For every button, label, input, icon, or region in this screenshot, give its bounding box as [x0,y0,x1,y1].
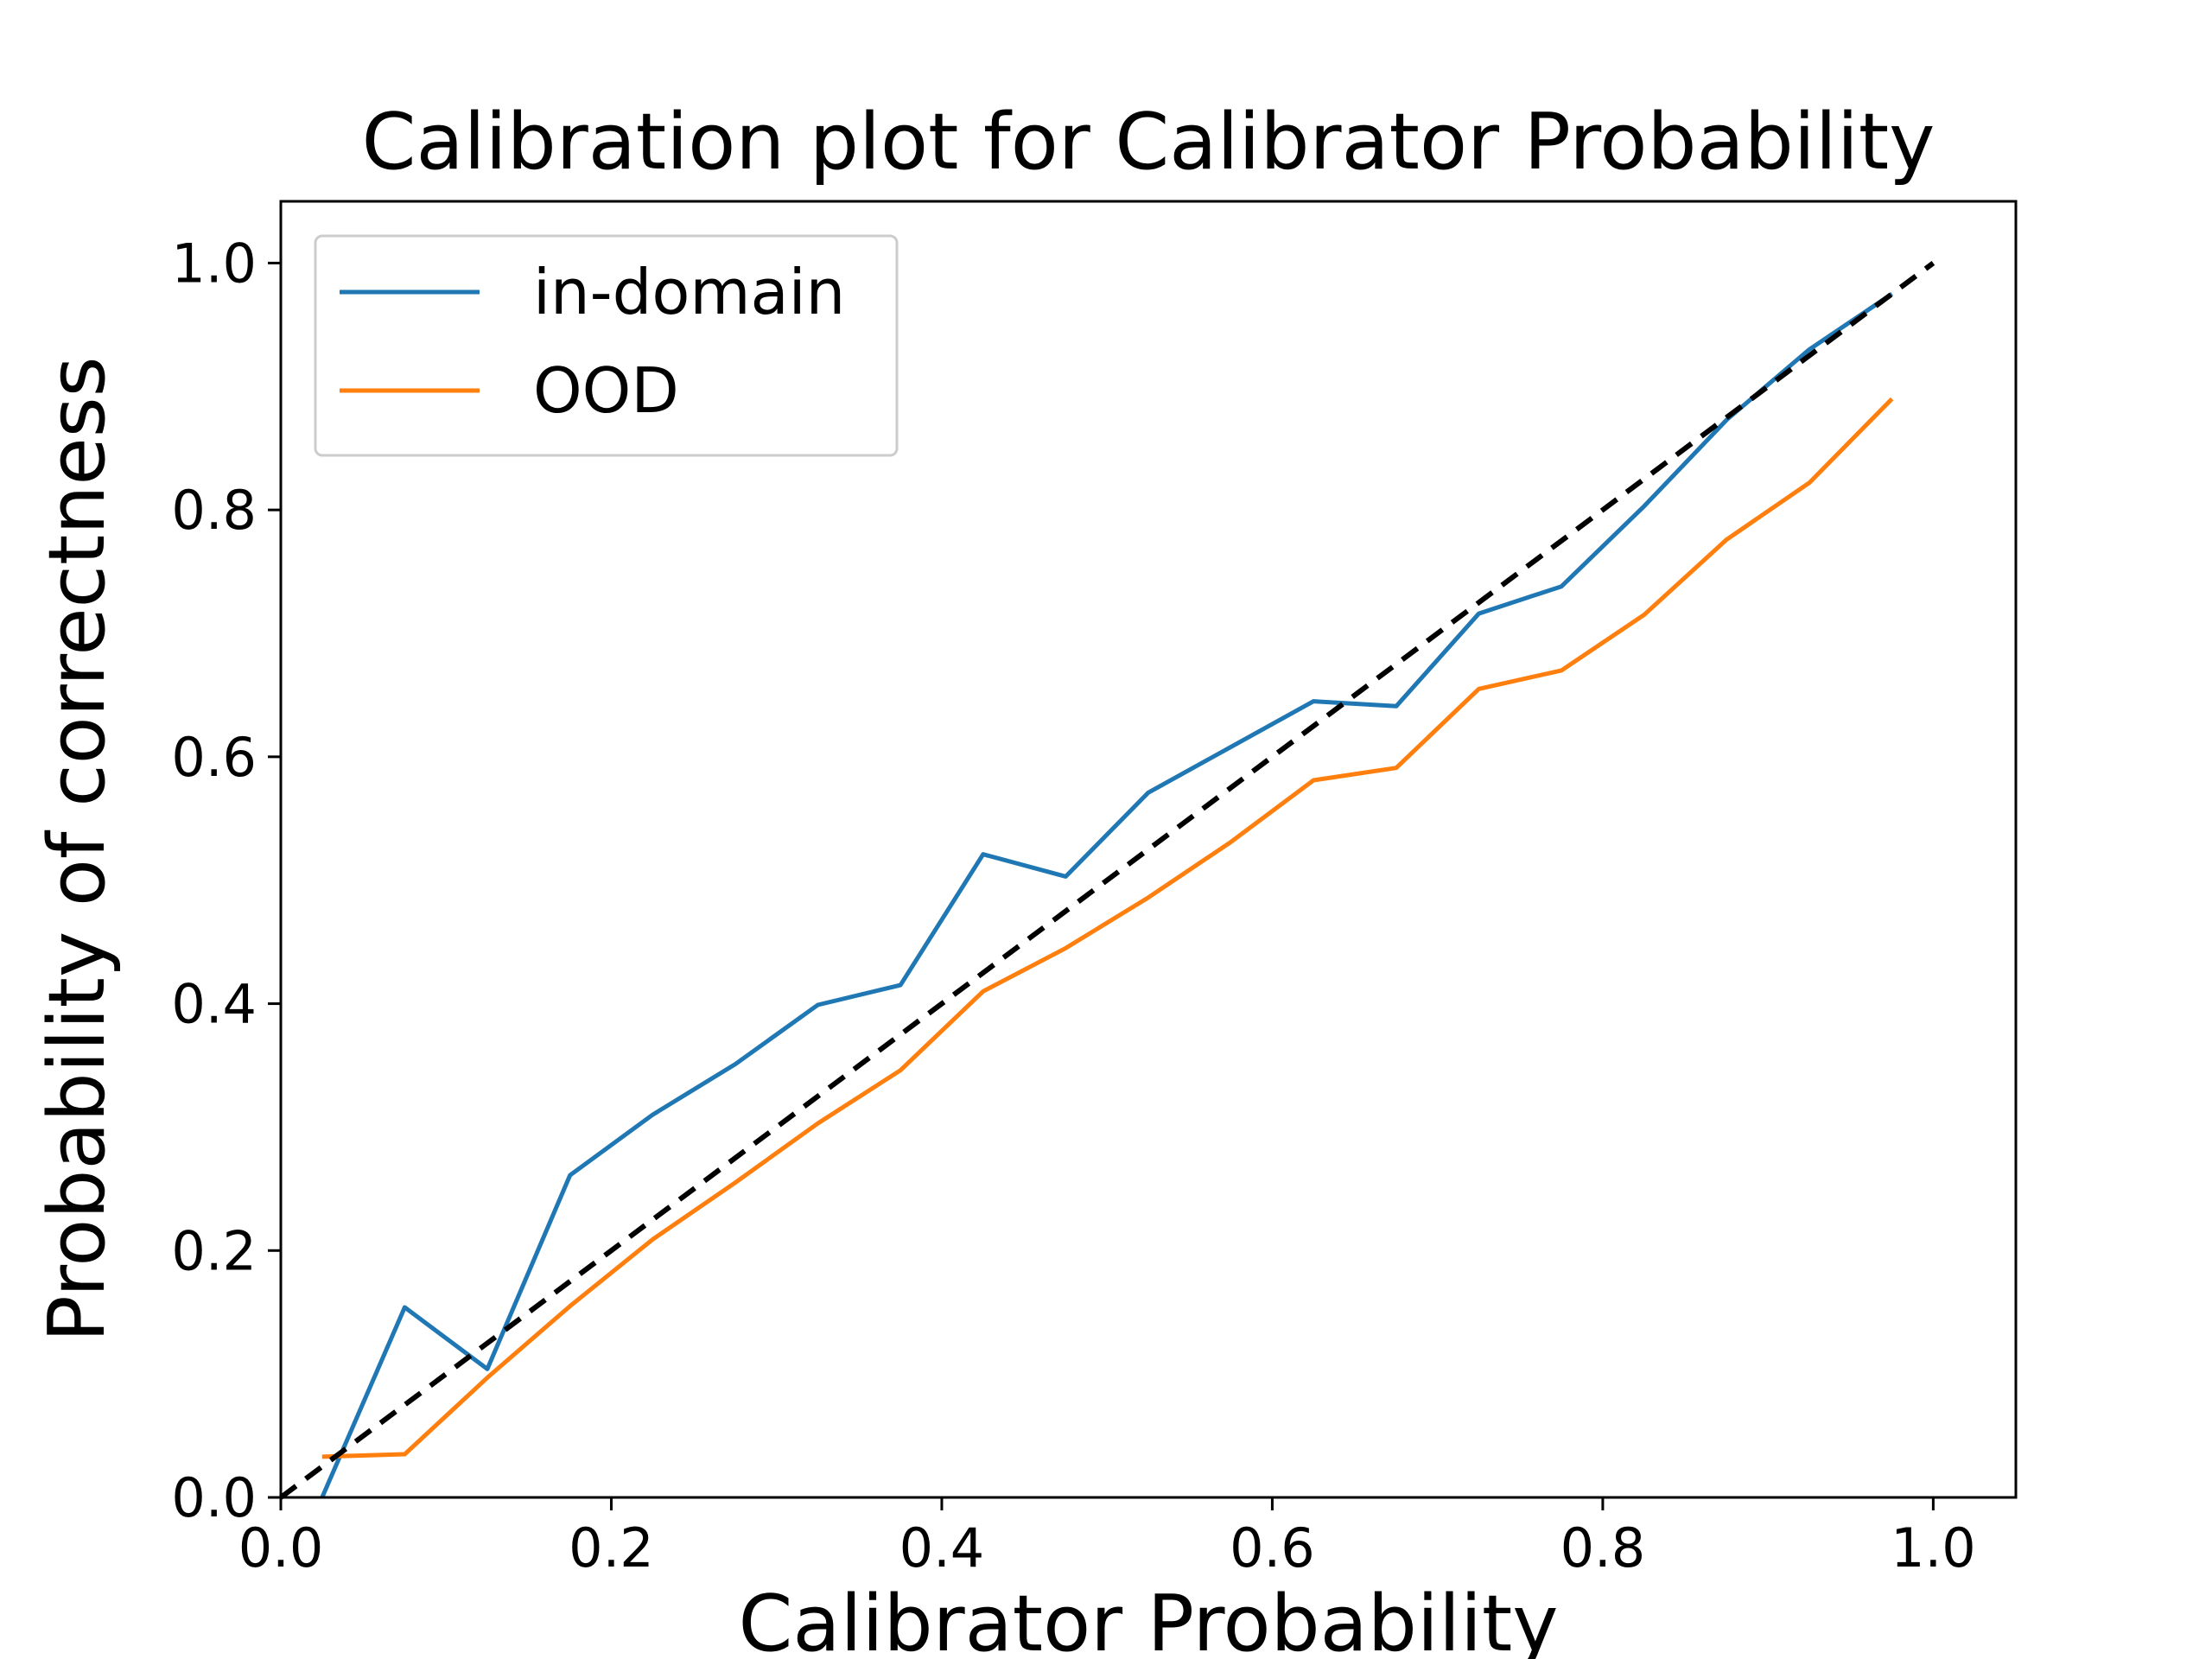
legend-label-ood: OOD [533,354,679,427]
axes-frame [279,200,2018,1499]
y-tick-label: 0.8 [171,479,257,542]
legend: in-domain OOD [314,234,899,457]
x-tick-label: 1.0 [1891,1516,1976,1580]
x-tick-label: 0.0 [238,1516,324,1580]
y-tick-label: 0.6 [171,726,257,789]
y-tick-label: 0.2 [171,1219,257,1282]
y-tick-label: 0.4 [171,973,257,1036]
x-tick-label: 0.8 [1560,1516,1646,1580]
lines-layer [279,261,1936,1500]
y-axis-label: Probability of correctness [32,356,123,1342]
x-axis-label: Calibrator Probability [739,1579,1559,1659]
y-tick-label: 0.0 [171,1466,257,1529]
ticks-layer: 0.0 0.2 0.4 0.6 0.8 1.0 0.0 0.2 0.4 0.6 0.8 1.0 [171,232,1975,1580]
y-tick-label: 1.0 [171,232,257,295]
series-line-ood [321,397,1894,1459]
x-tick-label: 0.2 [569,1516,654,1580]
x-tick-label: 0.4 [899,1516,985,1580]
chart-title: Calibration plot for Calibrator Probabil… [362,97,1936,188]
x-tick-label: 0.6 [1230,1516,1315,1580]
legend-label-in-domain: in-domain [533,256,845,328]
series-line-in-domain [320,292,1893,1498]
perfect-calibration-line [279,261,1936,1500]
